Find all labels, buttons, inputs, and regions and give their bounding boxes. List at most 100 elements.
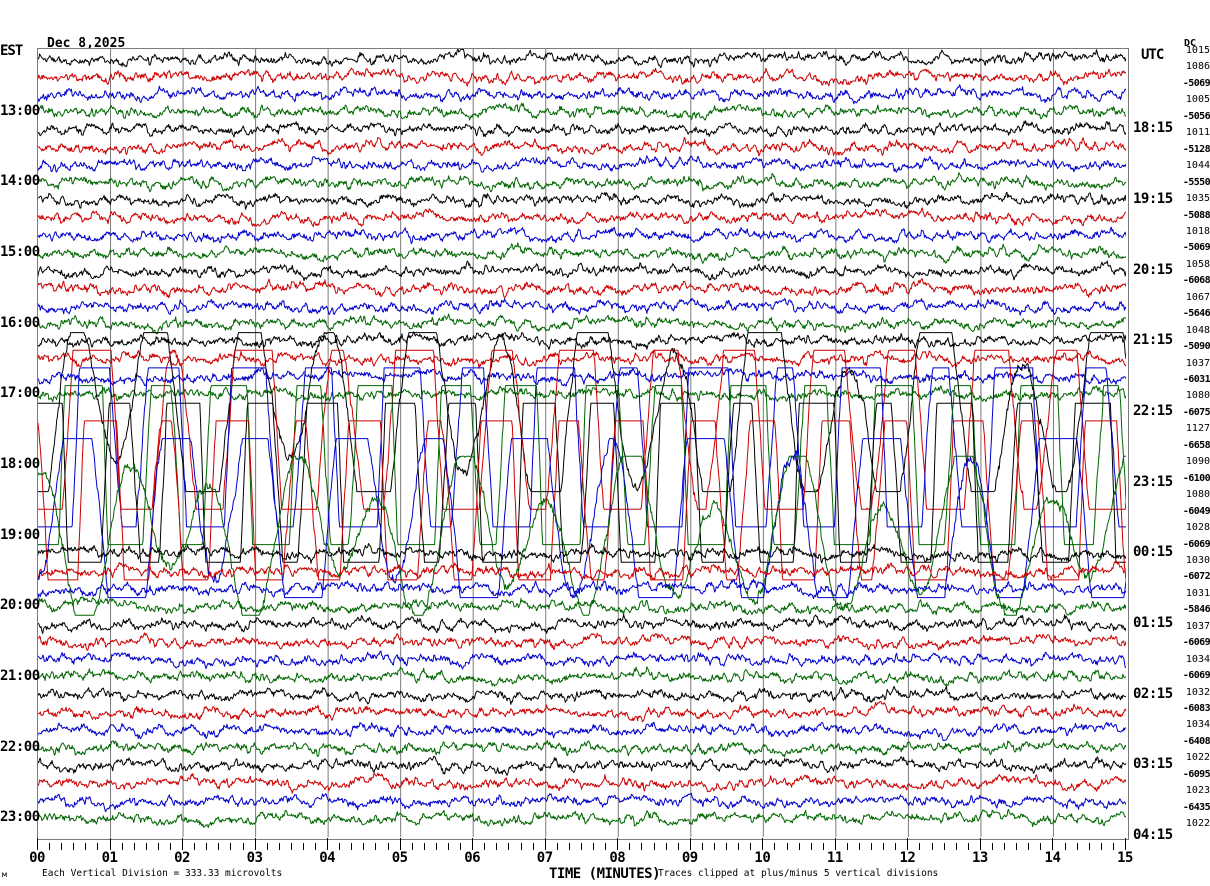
trace-line [38,191,1126,210]
minute-tick-minor [641,843,643,850]
trace-line [38,561,1126,581]
minute-tick-minor [157,843,159,850]
trace-line [38,385,1126,403]
minute-tick-minor [895,843,897,850]
dc-value: -6072 [1182,571,1210,583]
trace-line [38,792,1126,813]
trace-line [38,349,1126,369]
est-hour-label: 13:00 [0,102,40,119]
minute-label: 10 [754,850,771,866]
minute-tick-minor [629,843,631,850]
minute-tick-minor [218,843,220,850]
trace-line [38,578,1126,600]
dc-value: -5550 [1182,176,1210,188]
dc-value: -6083 [1182,703,1210,714]
trace-line [38,772,1126,794]
est-hour-label: 19:00 [0,526,40,543]
minute-label: 07 [536,850,553,866]
minute-tick-minor [750,843,752,850]
dc-column-label: DC [1184,38,1197,49]
est-hour-label: 20:00 [0,597,40,614]
minute-tick-major [399,838,401,850]
trace-line [38,455,1126,616]
minute-tick-minor [97,843,99,850]
est-hour-label: 16:00 [0,314,40,331]
minute-label: 02 [174,850,190,866]
dc-value: 1058 [1185,258,1210,270]
trace-line [38,313,1126,335]
trace-line [38,650,1126,670]
minute-tick-minor [448,843,450,850]
minute-tick-minor [1088,843,1090,850]
minute-tick-minor [435,843,437,850]
minute-tick-minor [73,843,75,850]
trace-line [38,349,1126,510]
dc-value: 1032 [1185,686,1210,698]
minute-tick-minor [375,843,377,850]
minute-tick-major [907,838,909,850]
minute-tick-minor [423,843,425,850]
minute-tick-minor [738,843,740,850]
dc-value: 1030 [1185,554,1210,566]
est-hour-label: 17:00 [0,385,40,402]
dc-value: 1080 [1185,489,1210,501]
utc-hour-label: 23:15 [1133,473,1173,490]
minute-tick-minor [266,843,268,850]
trace-line [38,385,1126,546]
dc-value: 1031 [1185,587,1210,599]
dc-value: 1034 [1185,719,1210,731]
est-axis-label: EST [0,43,23,59]
dc-value: 1035 [1185,193,1210,205]
dc-value: -5088 [1182,209,1210,221]
minute-tick-major [617,838,619,850]
minute-tick-minor [955,843,957,850]
minute-tick-minor [278,843,280,850]
x-axis-ticks [37,838,1127,850]
seismogram-plot[interactable] [37,48,1129,840]
minute-tick-major [1052,838,1054,850]
minute-tick-minor [919,843,921,850]
minute-tick-minor [242,843,244,850]
dc-value: -5090 [1182,341,1210,353]
minute-tick-minor [726,843,728,850]
est-hour-label: 14:00 [0,173,40,190]
dc-value: 1080 [1185,390,1210,402]
dc-value: -6435 [1182,801,1210,813]
x-axis-title: TIME (MINUTES) [549,866,661,882]
dc-value: 1023 [1185,785,1210,797]
dc-value: -5846 [1182,604,1210,616]
trace-line [38,700,1126,723]
minute-tick-minor [230,843,232,850]
minute-tick-minor [363,843,365,850]
minute-tick-minor [85,843,87,850]
trace-line [38,172,1126,193]
minute-tick-minor [677,843,679,850]
trace-line [38,278,1126,299]
trace-line [38,632,1126,651]
minute-label: 03 [246,850,263,866]
dc-value: -5069 [1182,242,1210,254]
minute-label: 14 [1044,850,1061,866]
minute-tick-major [327,838,329,850]
dc-value: -6069 [1182,670,1210,682]
dc-value: -6069 [1182,637,1210,649]
trace-group [38,49,1126,828]
est-hour-label: 22:00 [0,738,40,755]
utc-hour-label: 04:15 [1133,827,1173,844]
trace-line [38,685,1126,705]
minute-tick-minor [1100,843,1102,850]
trace-line [38,367,1126,528]
dc-value: -6068 [1182,275,1210,287]
minute-tick-minor [713,843,715,850]
minute-tick-minor [1028,843,1030,850]
dc-value: 1048 [1185,324,1210,336]
dc-value: -5056 [1182,110,1210,122]
minute-tick-minor [49,843,51,850]
minute-tick-minor [508,843,510,850]
minute-tick-minor [145,843,147,850]
trace-line [38,49,1126,69]
dc-value: -6658 [1182,439,1210,451]
dc-value: 1044 [1185,160,1210,172]
trace-line [38,666,1126,687]
est-hour-label: 21:00 [0,668,40,685]
